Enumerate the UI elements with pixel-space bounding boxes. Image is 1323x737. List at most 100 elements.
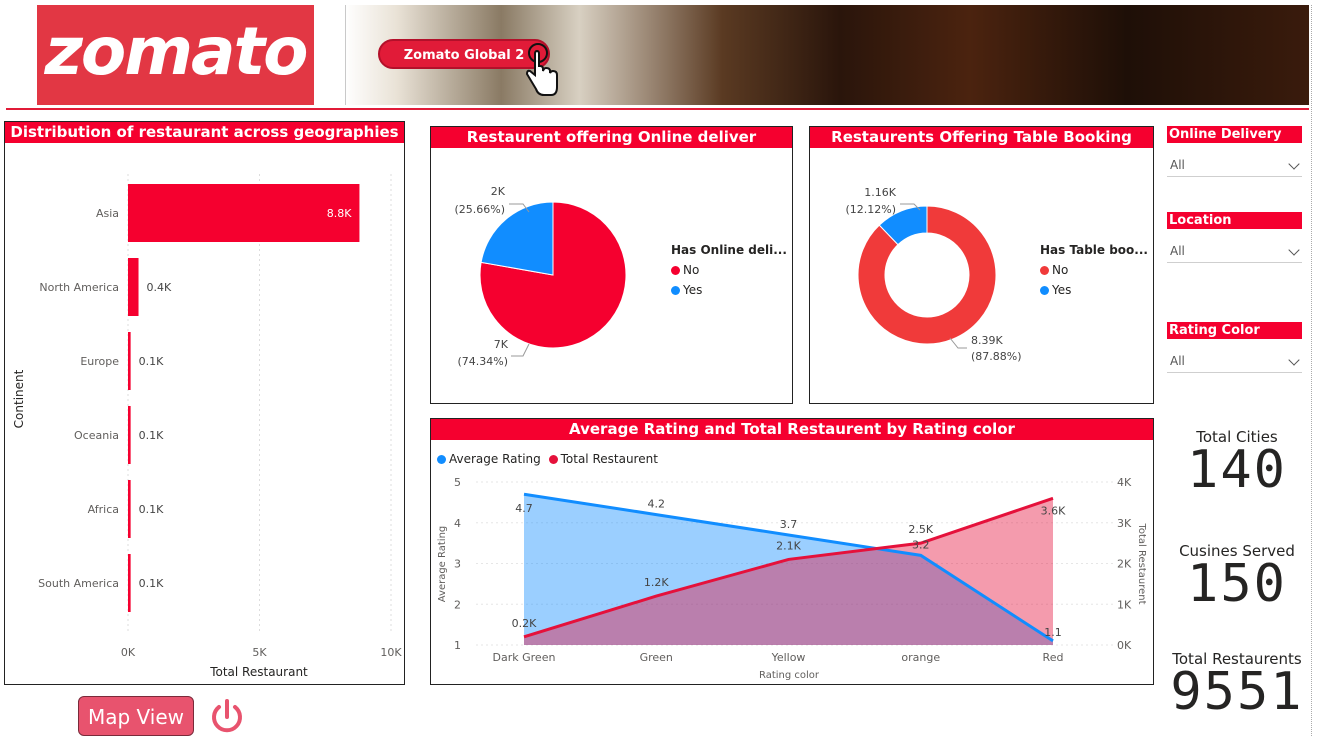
- avg-rating-line[interactable]: [523, 492, 1054, 643]
- total-restaurant-data-label: 2.1K: [776, 539, 801, 552]
- location-dropdown[interactable]: All: [1167, 239, 1302, 263]
- geo-category-label: Asia: [96, 207, 119, 220]
- location-slicer-title: Location: [1167, 212, 1302, 229]
- kpi-value: 140: [1187, 440, 1287, 500]
- combo-x-tick: Green: [640, 651, 673, 664]
- online-no-value: 7K: [494, 338, 509, 351]
- rating-color-slicer-title: Rating Color: [1167, 322, 1302, 339]
- avg-dot-icon: [437, 455, 446, 464]
- rating-combo-chart: Average Rating Total Restaurent Rating c…: [437, 476, 1147, 681]
- total-dot-icon: [548, 455, 558, 464]
- online-delivery-value: All: [1170, 158, 1185, 172]
- geo-category-label: Europe: [80, 355, 119, 368]
- header-divider: [345, 5, 346, 105]
- geo-category-label: South America: [38, 577, 119, 590]
- table-no-pct: (87.88%): [971, 350, 1022, 363]
- geo-category-label: Oceania: [74, 429, 119, 442]
- combo-x-label: Rating color: [759, 670, 820, 681]
- header-separator: [6, 108, 1309, 110]
- combo-y-right-label: Total Restaurent: [1136, 522, 1147, 604]
- table-yes-pct: (12.12%): [845, 203, 896, 216]
- online-no-pct: (74.34%): [457, 355, 508, 368]
- zomato-global-2-button[interactable]: Zomato Global 2: [378, 39, 550, 69]
- yes-dot-icon: [671, 286, 680, 295]
- location-slicer: Location All: [1167, 212, 1302, 263]
- combo-y-right-tick: 1K: [1117, 598, 1132, 611]
- location-value: All: [1170, 244, 1185, 258]
- legend-label-yes: Yes: [683, 283, 703, 297]
- total-restaurant-area: [524, 498, 1053, 645]
- combo-legend: Average Rating Total Restaurent: [437, 452, 658, 466]
- combo-y-right-tick: 3K: [1117, 517, 1132, 530]
- kpi-value: 150: [1187, 554, 1287, 614]
- kpi-cuisines-served: Cusines Served 150: [1162, 542, 1312, 614]
- geo-data-label: 8.8K: [327, 207, 352, 220]
- table-legend-item-yes[interactable]: Yes: [1040, 283, 1150, 297]
- geo-bar[interactable]: [128, 332, 131, 390]
- power-icon[interactable]: [207, 697, 247, 736]
- online-delivery-slicer-title: Online Delivery: [1167, 126, 1302, 143]
- combo-y-left-tick: 5: [454, 476, 461, 489]
- combo-y-left-tick: 2: [454, 598, 461, 611]
- avg-rating-data-label: 3.7: [780, 518, 798, 531]
- donut-slice-yes[interactable]: [878, 205, 928, 246]
- map-view-button[interactable]: Map View: [78, 696, 194, 736]
- rating-combo-title: Average Rating and Total Restaurent by R…: [431, 419, 1153, 440]
- geo-data-label: 0.4K: [147, 281, 172, 294]
- online-legend: Has Online deli... No Yes: [671, 243, 791, 297]
- avg-rating-data-label: 4.2: [648, 498, 666, 511]
- geo-x-tick: 0K: [121, 646, 136, 659]
- combo-legend-label-avg: Average Rating: [449, 452, 541, 466]
- combo-y-right-tick: 2K: [1117, 558, 1132, 571]
- geo-bar[interactable]: [128, 406, 131, 464]
- donut-slice-no[interactable]: [857, 205, 997, 345]
- total-restaurant-data-label: 0.2K: [512, 617, 537, 630]
- geo-bar[interactable]: [128, 184, 360, 242]
- total-restaurant-data-label: 1.2K: [644, 576, 669, 589]
- legend-item-no[interactable]: No: [671, 263, 791, 277]
- combo-legend-item-avg[interactable]: Average Rating: [437, 452, 541, 466]
- table-legend-title: Has Table boo...: [1040, 243, 1148, 257]
- avg-rating-data-label: 3.2: [912, 538, 930, 551]
- table-legend-label-no: No: [1052, 263, 1069, 277]
- rating-color-dropdown[interactable]: All: [1167, 349, 1302, 373]
- geo-bar-chart: Continent Total Restaurant 0K 5K 10K Asia 8…: [12, 174, 402, 679]
- online-legend-title: Has Online deli...: [671, 243, 787, 257]
- combo-y-left-label: Average Rating: [437, 526, 448, 602]
- geo-data-label: 0.1K: [139, 503, 164, 516]
- kpi-total-restaurants: Total Restaurents 9551: [1162, 650, 1312, 722]
- geo-bar[interactable]: [128, 554, 131, 612]
- geo-data-label: 0.1K: [139, 429, 164, 442]
- online-delivery-dropdown[interactable]: All: [1167, 153, 1302, 177]
- geo-x-axis-label: Total Restaurant: [209, 665, 308, 679]
- online-yes-pct: (25.66%): [454, 203, 505, 216]
- legend-label-no: No: [683, 263, 700, 277]
- geo-bar[interactable]: [128, 480, 131, 538]
- online-delivery-slicer: Online Delivery All: [1167, 126, 1302, 177]
- combo-legend-item-total[interactable]: Total Restaurent: [548, 452, 658, 466]
- no-dot-icon: [1040, 266, 1049, 275]
- table-legend-item-no[interactable]: No: [1040, 263, 1150, 277]
- logo-text: zomato: [44, 13, 309, 90]
- pie-slice-yes[interactable]: [480, 201, 554, 276]
- rating-color-value: All: [1170, 354, 1185, 368]
- total-restaurant-line[interactable]: [523, 496, 1054, 639]
- kpi-label: Total Cities: [1196, 428, 1278, 446]
- avg-rating-area: [524, 494, 1053, 645]
- chevron-down-icon: [1288, 158, 1300, 170]
- geo-y-axis-label: Continent: [12, 369, 26, 428]
- rating-color-slicer: Rating Color All: [1167, 322, 1302, 373]
- table-legend: Has Table boo... No Yes: [1040, 243, 1150, 297]
- avg-rating-data-label: 1.1: [1044, 626, 1062, 639]
- legend-item-yes[interactable]: Yes: [671, 283, 791, 297]
- table-booking-donut: 1.16K (12.12%) 8.39K (87.88%): [845, 186, 1022, 363]
- combo-legend-label-total: Total Restaurent: [560, 452, 658, 466]
- pie-slice-no[interactable]: [479, 201, 627, 349]
- combo-y-left-tick: 3: [454, 558, 461, 571]
- geo-data-label: 0.1K: [139, 355, 164, 368]
- geo-category-label: Africa: [88, 503, 119, 516]
- total-restaurant-data-label: 3.6K: [1041, 504, 1066, 517]
- geo-bar[interactable]: [128, 258, 139, 316]
- table-legend-label-yes: Yes: [1052, 283, 1072, 297]
- right-border: [1311, 5, 1313, 736]
